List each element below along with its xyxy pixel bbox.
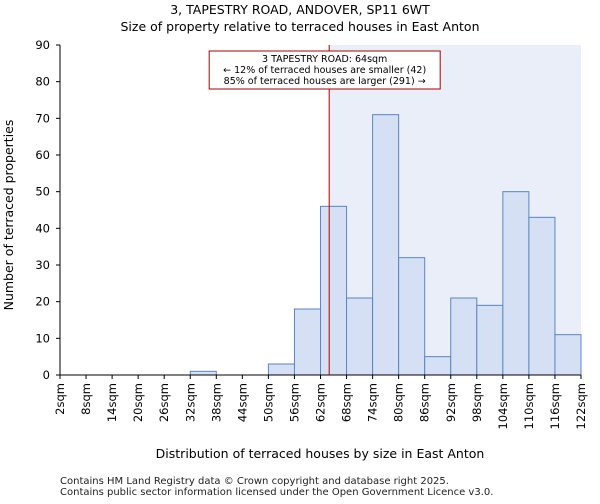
x-axis-label: Distribution of terraced houses by size … xyxy=(156,446,485,461)
annotation-line: 85% of terraced houses are larger (291) … xyxy=(224,76,426,87)
y-tick-label: 10 xyxy=(35,331,50,345)
y-tick-label: 40 xyxy=(35,221,50,235)
footer-line-2: Contains public sector information licen… xyxy=(60,487,493,498)
annotation-line: ← 12% of terraced houses are smaller (42… xyxy=(223,65,426,76)
y-tick-label: 90 xyxy=(35,38,50,52)
x-tick-label: 74sqm xyxy=(366,383,380,422)
y-tick-label: 20 xyxy=(35,295,50,309)
y-tick-label: 70 xyxy=(35,111,50,125)
x-tick-label: 122sqm xyxy=(574,383,588,429)
x-tick-label: 86sqm xyxy=(418,383,432,422)
x-tick-label: 38sqm xyxy=(209,383,223,422)
histogram-bar xyxy=(528,216,556,376)
x-tick-label: 8sqm xyxy=(79,383,93,415)
x-tick-label: 20sqm xyxy=(131,383,145,422)
y-tick-label: 50 xyxy=(35,185,50,199)
histogram-bar xyxy=(189,370,217,376)
histogram-bar xyxy=(267,363,295,376)
histogram-bar xyxy=(554,334,582,376)
x-tick-label: 104sqm xyxy=(496,383,510,429)
x-tick-label: 80sqm xyxy=(392,383,406,422)
x-tick-label: 26sqm xyxy=(157,383,171,422)
y-tick-label: 60 xyxy=(35,148,50,162)
y-tick-label: 30 xyxy=(35,258,50,272)
x-tick-label: 56sqm xyxy=(287,383,301,422)
chart-title: 3, TAPESTRY ROAD, ANDOVER, SP11 6WT xyxy=(170,2,430,17)
x-tick-label: 14sqm xyxy=(105,383,119,422)
histogram-bar xyxy=(450,297,478,376)
x-tick-label: 62sqm xyxy=(314,383,328,422)
footer-line-1: Contains HM Land Registry data © Crown c… xyxy=(60,476,449,487)
x-tick-label: 116sqm xyxy=(548,383,562,429)
chart-subtitle: Size of property relative to terraced ho… xyxy=(120,19,479,34)
histogram-bar xyxy=(346,297,374,376)
x-tick-label: 50sqm xyxy=(261,383,275,422)
x-tick-label: 98sqm xyxy=(470,383,484,422)
plot-area: 0 10 20 30 40 50 60 70 80 90 2sqm 8sqm 14sqm 20sqm 26s… xyxy=(35,38,588,429)
x-tick-label: 68sqm xyxy=(340,383,354,422)
x-tick-label: 110sqm xyxy=(522,383,536,429)
y-tick-label: 0 xyxy=(43,368,50,382)
annotation-box xyxy=(208,50,441,90)
x-tick-label: 44sqm xyxy=(235,383,249,422)
histogram-bar xyxy=(372,114,400,376)
annotation-line: 3 TAPESTRY ROAD: 64sqm xyxy=(262,54,387,65)
histogram-bar xyxy=(320,205,348,376)
histogram-bar xyxy=(398,257,426,376)
x-tick-label: 2sqm xyxy=(53,383,67,415)
y-axis-label: Number of terraced properties xyxy=(1,120,16,311)
x-tick-label: 92sqm xyxy=(444,383,458,422)
y-tick-label: 80 xyxy=(35,75,50,89)
histogram-bar xyxy=(293,308,322,376)
histogram-bar xyxy=(476,304,504,376)
histogram-bar xyxy=(502,191,530,376)
x-tick-label: 32sqm xyxy=(183,383,197,422)
histogram-bar xyxy=(424,356,452,376)
